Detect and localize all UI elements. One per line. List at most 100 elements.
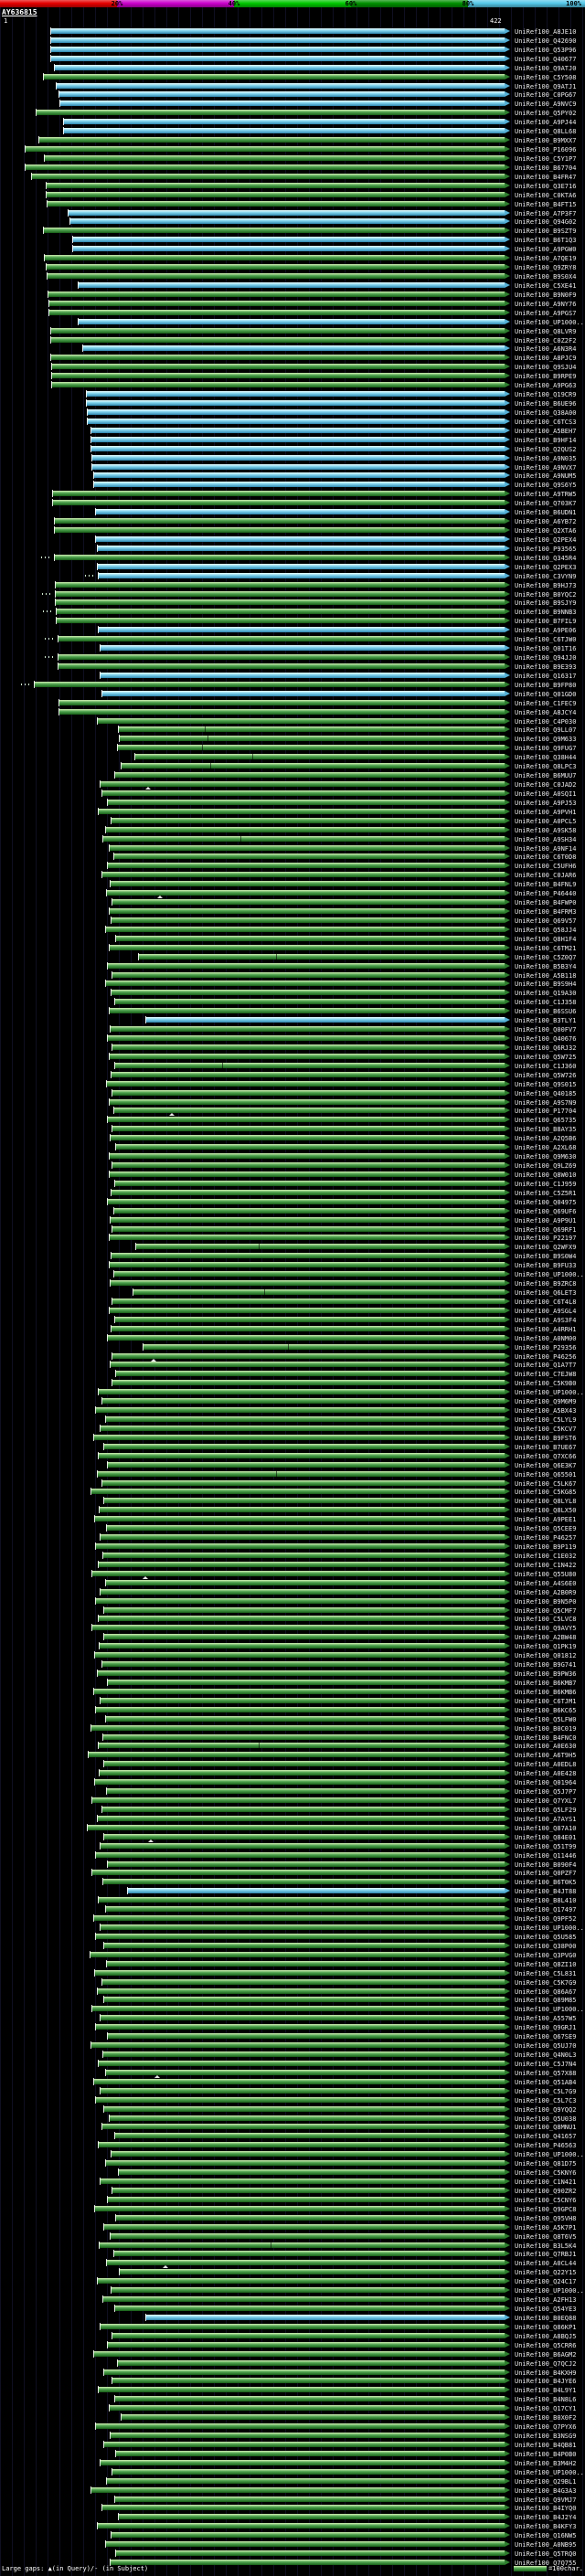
hit-label[interactable]: UniRef100_C6T0D8 [515,853,577,862]
hit-label[interactable]: UniRef100_Q8LX50 [515,1507,577,1515]
hit-bar[interactable] [95,1705,510,1713]
hit-label[interactable]: UniRef100_Q8MNU1 [515,2124,577,2132]
hit-label[interactable]: UniRef100_B7FIL9 [515,618,577,626]
hit-bar[interactable] [115,1370,510,1378]
hit-bar[interactable] [96,544,510,552]
hit-label[interactable]: UniRef100_B9S9H4 [515,981,577,989]
hit-bar[interactable] [105,2476,510,2485]
hit-bar[interactable] [108,943,510,951]
hit-label[interactable]: UniRef100_Q7QCJ2 [515,2359,577,2368]
hit-bar[interactable] [103,1996,510,2004]
hit-bar[interactable] [57,635,510,643]
hit-label[interactable]: UniRef100_A8BQJ5 [515,2332,577,2340]
hit-label[interactable]: UniRef100_B4FR47 [515,173,577,181]
hit-label[interactable]: UniRef100_B9PW36 [515,1670,577,1679]
hit-label[interactable]: UniRef100_Q2QUS2 [515,445,577,453]
hit-bar[interactable] [102,1551,510,1559]
hit-label[interactable]: UniRef100_B67704 [515,164,577,172]
hit-bar[interactable] [114,998,510,1006]
hit-bar[interactable] [108,1234,510,1242]
hit-label[interactable]: UniRef100_Q89M85 [515,1997,577,2005]
hit-label[interactable]: UniRef100_B9S0W4 [515,1253,577,1261]
hit-bar[interactable] [100,1924,510,1932]
hit-bar[interactable] [115,2549,510,2558]
hit-bar[interactable] [52,490,510,498]
hit-label[interactable]: UniRef100_B6T1Q3 [515,237,577,245]
hit-label[interactable]: UniRef100_A0NB95 [515,2541,577,2549]
hit-bar[interactable] [109,2559,510,2566]
hit-bar[interactable] [100,1587,510,1595]
hit-label[interactable]: UniRef100_Q9PF52 [515,1915,577,1924]
hit-bar[interactable] [97,2141,510,2149]
hit-bar[interactable] [87,1823,510,1831]
hit-label[interactable]: UniRef100_C3VYN9 [515,572,577,580]
hit-bar[interactable] [101,1479,510,1487]
hit-label[interactable]: UniRef100_Q6LET3 [515,1289,577,1298]
hit-label[interactable]: UniRef100_Q01GD0 [515,690,577,698]
hit-label[interactable]: UniRef100_A9SGL4 [515,1307,577,1315]
hit-bar[interactable] [114,2495,510,2503]
hit-label[interactable]: UniRef100_Q51T99 [515,1842,577,1850]
hit-bar[interactable] [112,1224,510,1233]
hit-bar[interactable] [111,1188,510,1196]
hit-label[interactable]: UniRef100_Q9SJU4 [515,364,577,372]
hit-bar[interactable] [112,898,510,906]
hit-label[interactable]: UniRef100_Q95VH8 [515,2214,577,2222]
hit-label[interactable]: UniRef100_A9PEE1 [515,1516,577,1524]
hit-label[interactable]: UniRef100_Q9ZRY8 [515,264,577,272]
hit-bar[interactable] [114,771,510,779]
hit-label[interactable]: UniRef100_Q40185 [515,1089,577,1097]
hit-label[interactable]: UniRef100_A0E630 [515,1743,577,1751]
hit-bar[interactable] [108,1306,510,1314]
hit-label[interactable]: UniRef100_A2Q5B6 [515,1135,577,1143]
hit-bar[interactable] [112,1088,510,1097]
hit-bar[interactable] [99,1769,510,1777]
hit-bar[interactable] [49,45,510,53]
hit-bar[interactable] [25,145,510,154]
hit-bar[interactable] [119,2268,510,2276]
hit-bar[interactable] [44,154,510,162]
hit-bar[interactable] [112,1107,510,1115]
hit-label[interactable]: UniRef100_B3NSG9 [515,2433,577,2440]
hit-label[interactable]: UniRef100_Q42690 [515,37,577,45]
hit-label[interactable]: UniRef100_Q8LYL8 [515,1498,577,1506]
hit-label[interactable]: UniRef100_B3TLY1 [515,1017,577,1025]
hit-bar[interactable] [97,1742,510,1750]
hit-label[interactable]: UniRef100_B9FU33 [515,1262,577,1270]
hit-bar[interactable] [105,1959,510,1967]
hit-bar[interactable] [72,245,510,253]
hit-bar[interactable] [109,2231,510,2240]
hit-bar[interactable] [36,109,510,117]
hit-label[interactable]: UniRef100_B5B3Y4 [515,962,577,970]
hit-bar[interactable] [93,2204,510,2212]
hit-label[interactable]: UniRef100_A9PGW0 [515,246,577,254]
hit-bar[interactable] [48,290,510,298]
hit-label[interactable]: UniRef100_A6T9H5 [515,1752,577,1760]
hit-bar[interactable] [109,2432,510,2439]
hit-label[interactable]: UniRef100_Q5PY02 [515,110,577,118]
hit-bar[interactable] [52,499,510,507]
hit-label[interactable]: UniRef100_Q8T6V5 [515,2232,577,2241]
hit-label[interactable]: UniRef100_A9TRW5 [515,491,577,499]
hit-label[interactable]: UniRef100_Q69V57 [515,917,577,925]
hit-bar[interactable] [117,2513,510,2521]
hit-bar[interactable] [95,2023,510,2031]
hit-label[interactable]: UniRef100_Q65735 [515,1117,577,1125]
hit-label[interactable]: UniRef100_A9NY76 [515,300,577,308]
hit-bar[interactable] [101,1660,510,1669]
hit-label[interactable]: UniRef100_Q81D75 [515,2160,577,2168]
hit-bar[interactable] [95,2095,510,2104]
hit-bar[interactable] [87,408,510,416]
hit-bar[interactable] [95,535,510,543]
hit-label[interactable]: UniRef100_A0PCL5 [515,817,577,825]
hit-label[interactable]: UniRef100_B6SSU6 [515,1008,577,1016]
hit-label[interactable]: UniRef100_B3M4H2 [515,2459,577,2467]
hit-bar[interactable] [117,726,510,734]
hit-label[interactable]: UniRef100_Q5TRQ0 [515,2550,577,2559]
hit-label[interactable]: UniRef100_B9SZT9 [515,228,577,236]
hit-bar[interactable] [107,1333,510,1341]
hit-label[interactable]: UniRef100_A9PE06 [515,627,577,635]
hit-label[interactable]: UniRef100_Q9S015 [515,1080,577,1088]
hit-bar[interactable] [96,1987,510,1995]
hit-bar[interactable] [97,1615,510,1623]
